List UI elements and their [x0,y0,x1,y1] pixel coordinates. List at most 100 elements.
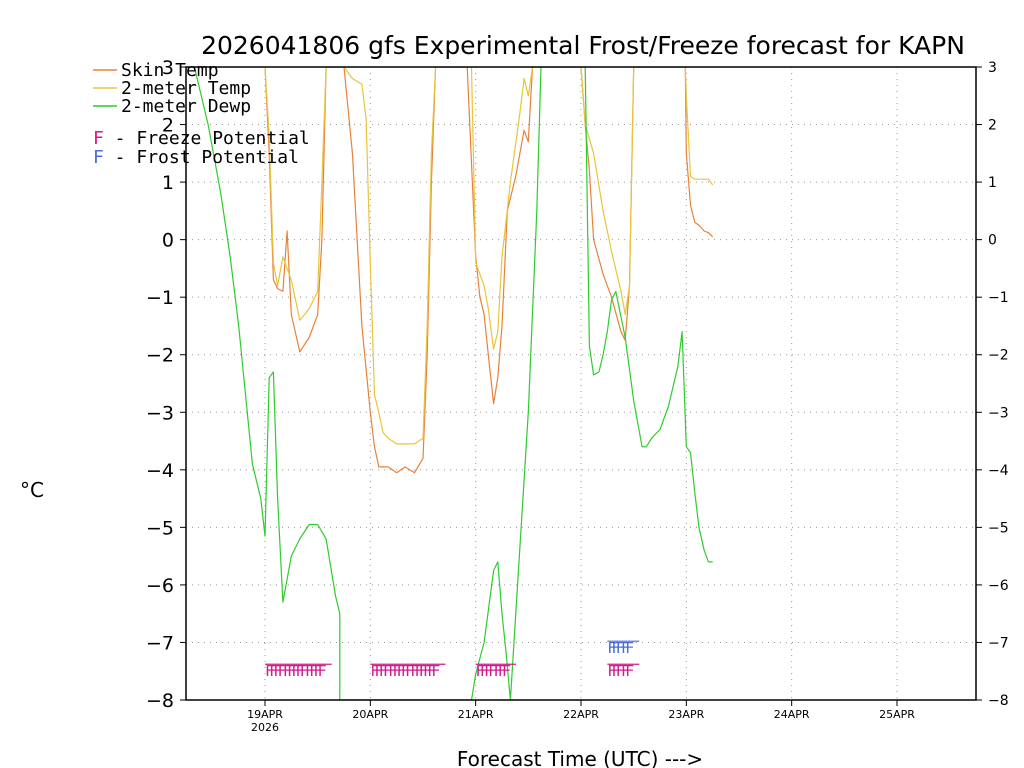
y-tick-label-right: −2 [988,348,1009,364]
y-tick-label: −3 [146,402,174,424]
freeze-potential-mark: F [616,662,625,680]
y-tick-label: 0 [162,230,174,252]
y-tick-label: −8 [146,690,174,712]
freeze-potential-mark: F [273,662,282,680]
freeze-potential-mark: F [397,662,406,680]
y-tick-label-right: −8 [988,693,1009,709]
y-tick-label: −2 [146,345,174,367]
freeze-potential-mark: F [283,662,292,680]
plot-frame [185,66,977,701]
potential-legend-text: - Frost Potential [104,147,299,168]
legend-label: 2-meter Temp [121,78,251,99]
freeze-potential-mark: F [392,662,401,680]
frost-potential-mark: F [616,639,625,657]
freeze-potential-mark: F [625,662,634,680]
x-tick-label: 22APR [563,708,599,721]
y-tick-label: −5 [146,517,174,539]
freeze-potential-mark: F [488,662,497,680]
y-tick-label: 3 [162,57,174,79]
freeze-potential-mark: F [379,662,388,680]
x-tick-label: 25APR [879,708,915,721]
y-tick-label: −6 [146,575,174,597]
freeze-potential-mark: F [388,662,397,680]
freeze-potential-mark: F [265,662,274,680]
freeze-potential-mark: F [431,662,440,680]
y-tick-label-right: −3 [988,405,1009,421]
freeze-potential-mark: F [498,662,507,680]
freeze-potential-mark: F [291,662,300,680]
y-tick-label: 1 [162,172,174,194]
y-tick-label: 2 [162,115,174,137]
freeze-potential-mark: F [375,662,384,680]
frost-potential-mark: F [621,639,630,657]
y-tick-label-right: −4 [988,463,1009,479]
x-tick-label: 24APR [774,708,810,721]
freeze-potential-mark: F [296,662,305,680]
x-tick-label: 21APR [458,708,494,721]
potential-legend-freeze: F - Freeze Potential [93,128,310,149]
freeze-potential-mark: F [383,662,392,680]
frost-potential-mark: F [625,639,634,657]
frost-potential-mark: F [607,639,616,657]
freeze-potential-mark: F [309,662,318,680]
x-tick-label: 20APR [352,708,388,721]
frost-potential-mark: F [612,639,621,657]
freeze-potential-mark: F [410,662,419,680]
freeze-potential-mark: F [484,662,493,680]
freeze-potential-mark: F [621,662,630,680]
y-tick-label-right: −6 [988,578,1009,594]
y-tick-label-right: −1 [988,290,1009,306]
legend-label: Skin Temp [121,60,219,81]
y-tick-label: −1 [146,287,174,309]
y-tick-label-right: 3 [988,60,997,76]
freeze-potential-mark: F [480,662,489,680]
freeze-potential-mark: F [318,662,327,680]
freeze-potential-mark: F [305,662,314,680]
potential-legend-letter: F [93,128,104,149]
series-line-dewp2m [193,67,713,700]
potential-legend-text: - Freeze Potential [104,128,310,149]
y-tick-label: −4 [146,460,174,482]
y-tick-label-right: 0 [988,233,997,249]
series-line-temp2m [264,67,714,445]
x-axis-label: Forecast Time (UTC) ---> [457,747,703,768]
y-axis-label: °C [20,478,44,502]
freeze-potential-mark: F [370,662,379,680]
x-tick-label: 19APR [247,708,283,721]
freeze-potential-mark: F [278,662,287,680]
series-layer [193,67,714,700]
freeze-potential-mark: F [405,662,414,680]
gridlines [186,67,976,700]
legend-label: 2-meter Dewp [121,96,251,117]
freeze-potential-mark: F [494,662,503,680]
potential-legend-letter: F [93,147,104,168]
freeze-potential-mark: F [401,662,410,680]
freeze-potential-mark: F [612,662,621,680]
potential-legend-frost: F - Frost Potential [93,147,299,168]
x-tick-sublabel: 2026 [251,721,279,734]
y-tick-label-right: 1 [988,175,997,191]
freeze-potential-mark: F [419,662,428,680]
y-tick-label-right: −7 [988,635,1009,651]
freeze-potential-mark: F [300,662,309,680]
freeze-potential-mark: F [427,662,436,680]
freeze-potential-mark: F [423,662,432,680]
y-tick-label-right: −5 [988,520,1009,536]
x-tick-label: 23APR [668,708,704,721]
freeze-potential-mark: F [415,662,424,680]
y-tick-label-right: 2 [988,118,997,134]
y-axis-ticks: 3 3 2 2 1 1 0 0 −1 −1 −2 −2 −3 −3 −4 −4 −5 −5 −6 −6 −7 −7 −8 −8 [146,57,1009,712]
freeze-potential-mark: F [476,662,485,680]
freeze-potential-mark: F [269,662,278,680]
series-line-skin [264,67,714,474]
y-tick-label: −7 [146,632,174,654]
freeze-potential-mark: F [313,662,322,680]
freeze-potential-mark: F [607,662,616,680]
chart-title: 2026041806 gfs Experimental Frost/Freeze… [201,31,965,60]
freeze-potential-mark: F [502,662,511,680]
freeze-potential-mark: F [287,662,296,680]
